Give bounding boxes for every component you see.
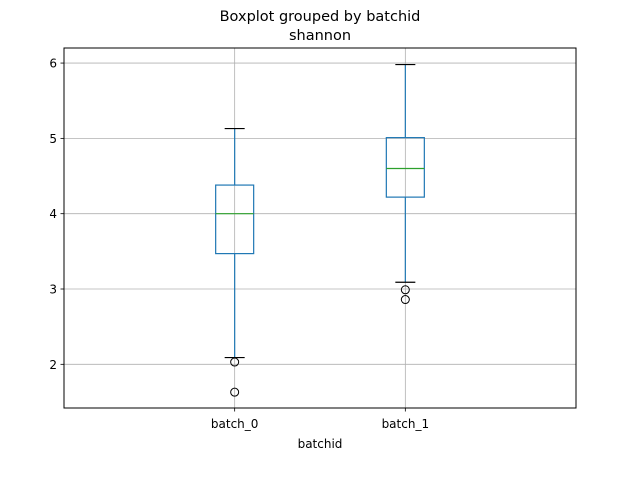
x-tick-label: batch_1 <box>382 417 430 431</box>
x-axis-label: batchid <box>298 437 343 451</box>
iqr-box <box>385 137 425 198</box>
chart-subtitle: shannon <box>289 28 351 44</box>
outlier-point <box>230 357 240 367</box>
x-tick-label: batch_0 <box>211 417 259 431</box>
y-axis: 2 3 4 5 6 <box>49 57 64 372</box>
box-batch_1 <box>385 63 425 305</box>
iqr-box <box>215 184 255 255</box>
y-tick-label: 6 <box>49 57 57 71</box>
plot-frame <box>63 47 577 409</box>
x-axis: batch_0 batch_1 <box>211 408 429 431</box>
y-tick-label: 3 <box>49 283 57 297</box>
box-series <box>215 63 425 397</box>
outlier-point <box>400 295 410 305</box>
chart-title: Boxplot grouped by batchid <box>220 9 421 25</box>
y-tick-label: 4 <box>49 207 57 221</box>
outlier-point <box>400 285 410 295</box>
outlier-point <box>230 387 240 397</box>
y-tick-label: 5 <box>49 132 57 146</box>
y-tick-label: 2 <box>49 358 57 372</box>
grid-lines <box>64 48 576 408</box>
box-batch_0 <box>215 127 255 397</box>
